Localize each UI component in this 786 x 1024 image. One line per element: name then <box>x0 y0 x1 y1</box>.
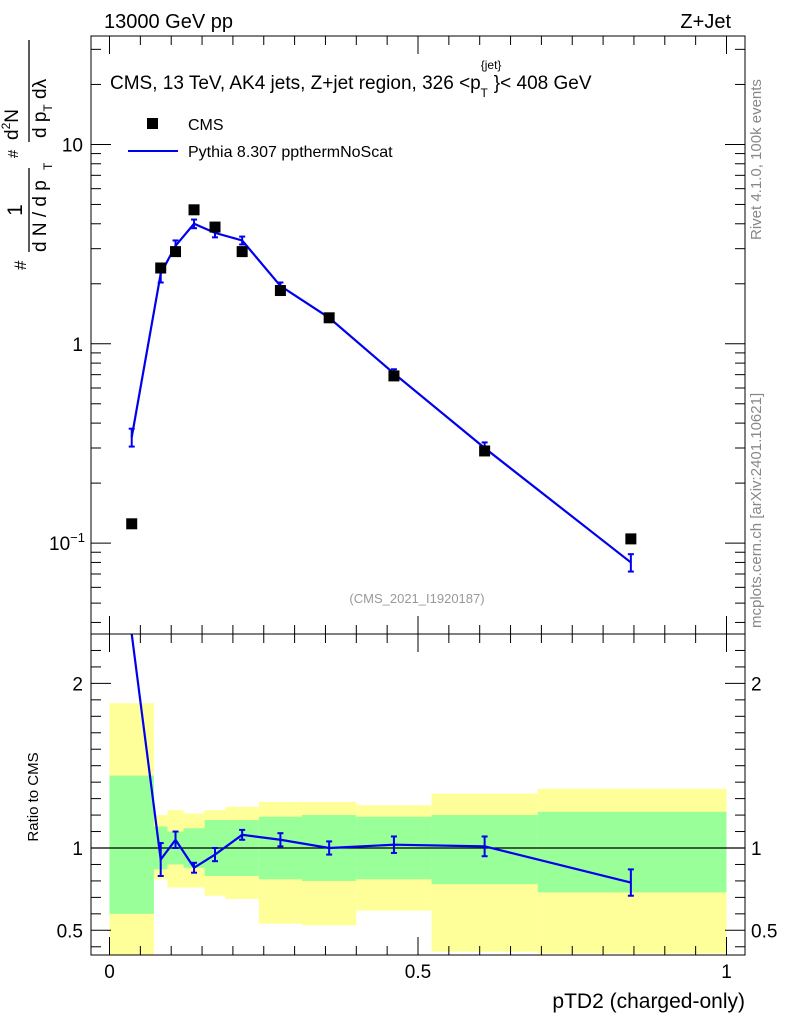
ylabel-hash1: # <box>11 260 30 270</box>
main-ylabel: # 1 d N / d p T # d2N d pT dλ <box>0 40 55 270</box>
cms-data-point <box>625 533 637 545</box>
cms-data-point <box>236 246 248 258</box>
cms-data-point <box>274 285 286 297</box>
ratio-ytick-label: 0.5 <box>57 921 83 942</box>
cms-data-point <box>188 204 200 216</box>
ratio-ytick-label-right: 2 <box>751 674 762 695</box>
header-left: 13000 GeV pp <box>104 11 233 33</box>
ratio-ytick-label: 1 <box>72 839 83 860</box>
ratio-ytick-label: 2 <box>72 674 83 695</box>
chart-title-tail: }< 408 GeV <box>494 73 592 94</box>
ratio-ylabel: Ratio to CMS <box>25 752 42 841</box>
ylabel-den: d N / d p <box>30 180 51 252</box>
ratio-band-inner <box>109 775 154 914</box>
ratio-uncertainty-bands <box>91 703 745 955</box>
main-frame: 10−1 1 10 <box>49 35 746 635</box>
main-ytick-label: 10 <box>62 135 83 156</box>
legend-mc-label: Pythia 8.307 ppthermNoScat <box>188 144 393 161</box>
main-ytick-label: 1 <box>72 335 83 356</box>
chart-title-sup: {jet} <box>481 58 502 72</box>
side-text-bottom: mcplots.cern.ch [arXiv:2401.10621] <box>748 393 765 628</box>
ylabel-one: 1 <box>4 204 27 216</box>
cms-data-point <box>388 370 400 382</box>
side-text-top: Rivet 4.1.0, 100k events <box>748 79 765 240</box>
ratio-series-layer <box>130 633 634 897</box>
ratio-band-inner <box>537 811 727 893</box>
analysis-watermark: (CMS_2021_I1920187) <box>349 591 484 606</box>
ylabel-den-sub: T <box>41 162 55 170</box>
legend-cms-marker <box>147 118 158 129</box>
cms-data-point <box>479 445 491 457</box>
ratio-frame: 0.5 0.5 1 1 2 2 0 0.5 1 <box>57 633 777 983</box>
ylabel-hash2: # <box>5 149 22 158</box>
ylabel-dpt: d pT dλ <box>30 78 55 138</box>
mc-series-line <box>130 222 632 564</box>
x-axis-label: pTD2 (charged-only) <box>552 990 745 1013</box>
ratio-ytick-label-right: 1 <box>751 839 762 860</box>
chart-title-sub: T <box>480 86 488 100</box>
cms-data-point <box>170 246 182 258</box>
cms-data-point <box>323 312 335 324</box>
cms-data-point <box>209 221 221 233</box>
ylabel-d2n: d2N <box>0 109 23 140</box>
header-right: Z+Jet <box>680 11 731 33</box>
x-tick-label: 0.5 <box>405 962 431 983</box>
cms-data-point <box>126 518 138 530</box>
cms-data-point <box>155 262 167 274</box>
ratio-ytick-label-right: 0.5 <box>751 921 777 942</box>
main-series-layer <box>126 204 637 573</box>
legend-cms-label: CMS <box>188 117 224 134</box>
chart-title: CMS, 13 TeV, AK4 jets, Z+jet region, 326… <box>110 58 592 100</box>
x-tick-label: 1 <box>721 962 732 983</box>
chart-title-main: CMS, 13 TeV, AK4 jets, Z+jet region, 326… <box>110 73 481 94</box>
main-ytick-label: 10−1 <box>49 530 85 555</box>
x-tick-label: 0 <box>104 962 115 983</box>
